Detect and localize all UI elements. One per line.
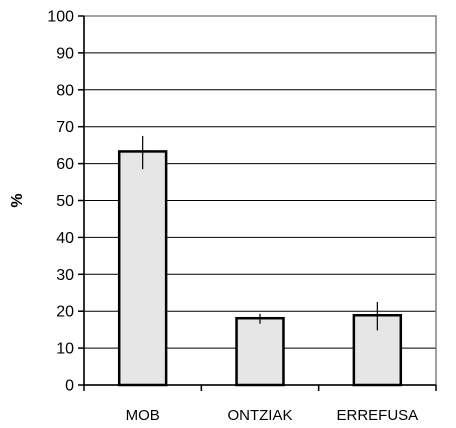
axes	[78, 15, 437, 391]
x-category-label: ONTZIAK	[227, 407, 292, 424]
y-axis-label: %	[9, 193, 26, 207]
bar-ontziak	[235, 316, 285, 387]
bar-mob	[117, 150, 168, 387]
y-tick-label: 30	[56, 267, 74, 284]
y-tick-labels: 0 10 20 30 40 50 60 70 80 90 100	[47, 9, 74, 395]
y-tick-label: 90	[56, 45, 74, 62]
y-tick-label: 40	[56, 230, 74, 247]
y-tick-label: 20	[56, 304, 74, 321]
x-category-labels: MOB ONTZIAK ERREFUSA	[126, 407, 419, 424]
y-tick-label: 0	[65, 378, 74, 395]
y-tick-label: 80	[56, 82, 74, 99]
y-tick-label: 50	[56, 193, 74, 210]
x-category-label: MOB	[126, 407, 160, 424]
bars	[117, 150, 403, 387]
y-tick-label: 60	[56, 156, 74, 173]
x-category-label: ERREFUSA	[336, 407, 418, 424]
y-tick-label: 10	[56, 341, 74, 358]
y-tick-label: 70	[56, 119, 74, 136]
y-tick-label: 100	[47, 9, 74, 26]
error-bars	[137, 135, 383, 331]
